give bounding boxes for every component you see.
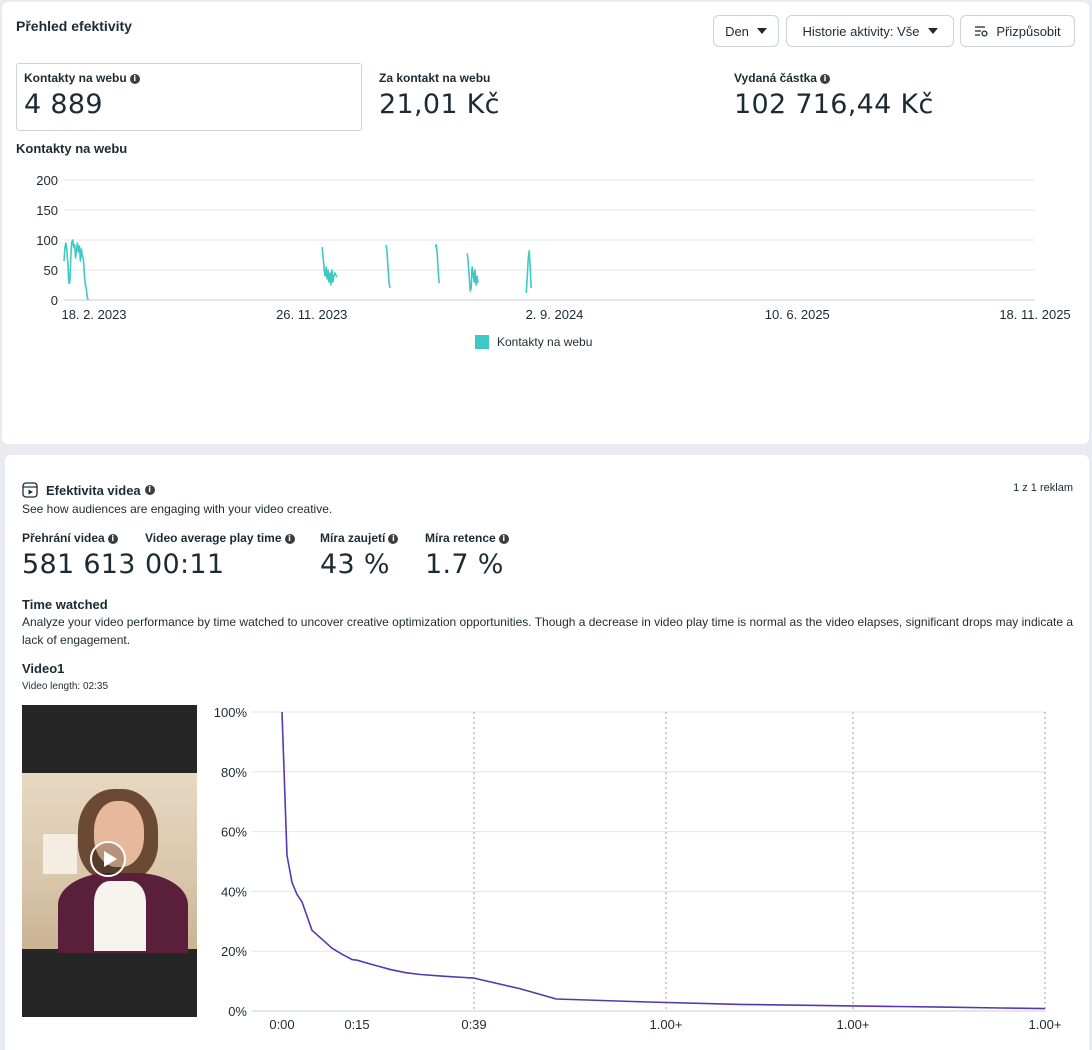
x-tick-label: 10. 6. 2025 [765, 307, 830, 322]
y-tick-label: 200 [36, 173, 58, 188]
kpi-cost-per-contact[interactable]: Za kontakt na webu 21,01 Kč [379, 71, 500, 120]
info-icon[interactable]: i [388, 534, 399, 544]
play-button-icon[interactable] [90, 841, 126, 877]
period-dropdown-label: Den [725, 23, 749, 39]
kpi-selected-box[interactable] [16, 63, 362, 131]
dresser-shape [42, 833, 78, 875]
video-length: Video length: 02:35 [22, 681, 109, 692]
performance-overview-card: Přehled efektivity Den Historie aktivity… [2, 2, 1089, 444]
y-tick-label: 0% [228, 1004, 247, 1019]
customize-button[interactable]: Přizpůsobit [960, 15, 1075, 47]
x-tick-label: 2. 9. 2024 [526, 307, 584, 322]
video-thumbnail[interactable] [22, 705, 197, 1017]
video-title: Efektivita videa [46, 482, 141, 498]
time-watched-title: Time watched [22, 597, 108, 612]
info-icon[interactable]: i [144, 485, 155, 495]
metric-engagement-rate: Míra zaujetí i 43 % [320, 531, 399, 580]
video-performance-card: Efektivita videa i See how audiences are … [5, 455, 1089, 1050]
legend-swatch [475, 335, 489, 349]
y-tick-label: 100 [36, 233, 58, 248]
y-tick-label: 150 [36, 203, 58, 218]
x-tick-label: 26. 11. 2023 [276, 307, 347, 322]
series-line-segment [63, 239, 89, 301]
metric-avg-play-time: Video average play time i 00:11 [145, 531, 295, 580]
metric-label: Míra zaujetí [320, 531, 386, 545]
y-tick-label: 0 [51, 293, 58, 308]
y-tick-label: 20% [221, 944, 247, 959]
retention-line [281, 711, 1046, 1010]
kpi-value: 21,01 Kč [379, 89, 500, 120]
x-tick-label: 0:15 [344, 1017, 369, 1032]
info-icon[interactable]: i [107, 534, 118, 544]
period-dropdown[interactable]: Den [713, 15, 779, 47]
video-name: Video1 [22, 661, 65, 676]
y-tick-label: 100% [214, 705, 248, 720]
metric-value: 1.7 % [425, 549, 504, 580]
kpi-value: 4 889 [24, 89, 103, 120]
overview-title: Přehled efektivity [16, 18, 132, 34]
metric-plays: Přehrání videa i 581 613 [22, 531, 136, 580]
y-tick-label: 60% [221, 825, 247, 840]
metric-label: Video average play time [145, 531, 282, 545]
series-line-segment [321, 247, 338, 286]
activity-history-label: Historie aktivity: Vše [802, 23, 920, 39]
video-header: Efektivita videa i [22, 482, 155, 498]
series-line-segment [434, 244, 440, 284]
web-contacts-chart: 0 50 100 150 200 18. 2. 2023 26. 11. 2023 2. 9.… [36, 173, 1070, 322]
metric-label: Míra retence [425, 531, 496, 545]
kpi-label: Kontakty na webu [24, 71, 127, 85]
x-tick-label: 1.00+ [650, 1017, 683, 1032]
series-line-segment [385, 244, 391, 289]
metric-value: 00:11 [145, 549, 225, 580]
series-line-segment [525, 250, 532, 293]
y-tick-label: 80% [221, 765, 247, 780]
kpi-label: Za kontakt na webu [379, 71, 491, 85]
time-watched-description: Analyze your video performance by time w… [22, 615, 1074, 647]
x-tick-label: 0:00 [269, 1017, 294, 1032]
activity-history-dropdown[interactable]: Historie aktivity: Vše [786, 15, 954, 47]
metric-value: 581 613 [22, 549, 136, 580]
kpi-value: 102 716,44 Kč [734, 89, 934, 120]
info-icon[interactable]: i [819, 74, 830, 84]
time-watched-chart: 0% 20% 40% 60% 80% 100% 0:00 0:15 0:39 1.00+ 1.00+… [214, 705, 1062, 1032]
y-tick-label: 50 [44, 263, 58, 278]
metric-label: Přehrání videa [22, 531, 105, 545]
metric-retention-rate: Míra retence i 1.7 % [425, 531, 509, 580]
kpi-label: Vydaná částka [734, 71, 817, 85]
info-icon[interactable]: i [284, 534, 295, 544]
x-tick-label: 0:39 [461, 1017, 486, 1032]
video-subtitle: See how audiences are engaging with your… [22, 502, 333, 516]
info-icon[interactable]: i [129, 74, 140, 84]
customize-settings-icon [975, 26, 988, 37]
chart-legend: Kontakty na webu [475, 335, 592, 349]
caret-down-icon [756, 28, 767, 34]
y-tick-label: 40% [221, 884, 247, 899]
metric-value: 43 % [320, 549, 390, 580]
x-tick-label: 1.00+ [837, 1017, 870, 1032]
shirt-shape [94, 881, 146, 951]
kpi-web-contacts[interactable]: Kontakty na webu i 4 889 [24, 71, 140, 120]
customize-button-label: Přizpůsobit [996, 23, 1061, 39]
chart-title: Kontakty na webu [16, 141, 128, 156]
x-tick-label: 18. 2. 2023 [61, 307, 126, 322]
ad-counter: 1 z 1 reklam [1013, 482, 1073, 494]
series-line-segment [466, 253, 479, 292]
video-reel-icon [22, 482, 38, 498]
caret-down-icon [927, 28, 938, 34]
info-icon[interactable]: i [498, 534, 509, 544]
legend-label: Kontakty na webu [497, 335, 593, 349]
x-tick-label: 1.00+ [1029, 1017, 1062, 1032]
x-tick-label: 18. 11. 2025 [999, 307, 1070, 322]
kpi-amount-spent[interactable]: Vydaná částka i 102 716,44 Kč [734, 71, 934, 120]
